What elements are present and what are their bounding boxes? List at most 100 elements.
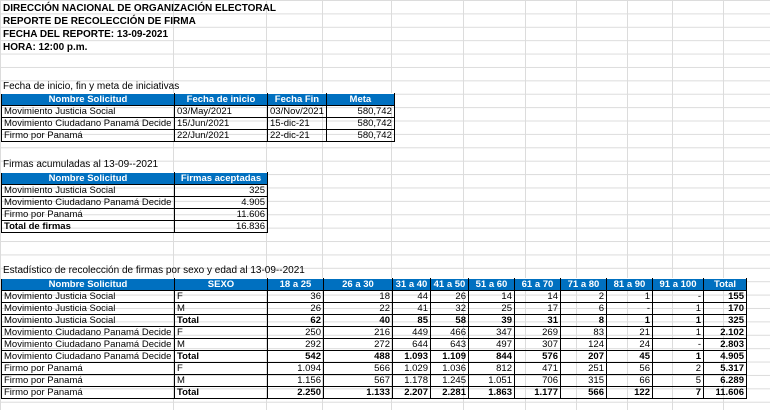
- table-cell[interactable]: 155: [703, 290, 747, 303]
- table-cell[interactable]: Total: [174, 314, 268, 327]
- table-cell[interactable]: 1.036: [430, 362, 469, 375]
- table-cell[interactable]: 62: [267, 314, 324, 327]
- table-cell[interactable]: 11.606: [174, 208, 268, 221]
- table-cell[interactable]: 1.863: [468, 386, 515, 399]
- table-cell[interactable]: 347: [468, 326, 515, 339]
- table-cell[interactable]: 292: [267, 338, 324, 351]
- table-cell[interactable]: 24: [606, 338, 653, 351]
- table-cell[interactable]: 466: [430, 326, 469, 339]
- table-cell[interactable]: 40: [323, 314, 393, 327]
- table-cell[interactable]: 11.606: [703, 386, 747, 399]
- table-cell[interactable]: 5: [652, 374, 704, 387]
- table-cell[interactable]: 1.156: [267, 374, 324, 387]
- table-cell[interactable]: 39: [468, 314, 515, 327]
- table-cell[interactable]: 2.281: [430, 386, 469, 399]
- table-cell[interactable]: Movimiento Ciudadano Panamá Decide: [1, 350, 175, 363]
- table-cell[interactable]: 566: [323, 362, 393, 375]
- table-cell[interactable]: 566: [560, 386, 607, 399]
- table-cell[interactable]: 1: [606, 314, 653, 327]
- table-cell[interactable]: F: [174, 326, 268, 339]
- table-cell[interactable]: 15-dic-21: [267, 117, 327, 130]
- table-cell[interactable]: Movimiento Justicia Social: [1, 105, 175, 118]
- table-cell[interactable]: 580,742: [325, 105, 395, 118]
- table-cell[interactable]: M: [174, 302, 268, 315]
- table-cell[interactable]: 315: [560, 374, 607, 387]
- table-cell[interactable]: 6.289: [703, 374, 747, 387]
- table-cell[interactable]: 644: [392, 338, 431, 351]
- table-cell[interactable]: Movimiento Justicia Social: [1, 290, 175, 303]
- table-cell[interactable]: 4.905: [174, 196, 268, 209]
- table-cell[interactable]: Total: [174, 386, 268, 399]
- table-cell[interactable]: 2: [560, 290, 607, 303]
- table-cell[interactable]: 170: [703, 302, 747, 315]
- table-cell[interactable]: 16.836: [174, 220, 268, 233]
- table-cell[interactable]: 1.109: [430, 350, 469, 363]
- table-cell[interactable]: 18: [323, 290, 393, 303]
- table-cell[interactable]: 5.317: [703, 362, 747, 375]
- table-cell[interactable]: 1.094: [267, 362, 324, 375]
- table-cell[interactable]: 1.177: [514, 386, 561, 399]
- table-cell[interactable]: M: [174, 338, 268, 351]
- table-cell[interactable]: 1: [652, 326, 704, 339]
- table-cell[interactable]: Movimiento Ciudadano Panamá Decide: [1, 338, 175, 351]
- table-cell[interactable]: 580,742: [325, 129, 395, 142]
- table-cell[interactable]: 1.051: [468, 374, 515, 387]
- table-cell[interactable]: Firmo por Panamá: [1, 374, 175, 387]
- table-cell[interactable]: 8: [560, 314, 607, 327]
- table-cell[interactable]: 31: [514, 314, 561, 327]
- table-cell[interactable]: Movimiento Ciudadano Panamá Decide: [1, 196, 175, 209]
- table-cell[interactable]: -: [606, 302, 653, 315]
- table-cell[interactable]: 58: [430, 314, 469, 327]
- table-cell[interactable]: Total: [174, 350, 268, 363]
- table-cell[interactable]: 2: [652, 362, 704, 375]
- table-cell[interactable]: 4.905: [703, 350, 747, 363]
- table-cell[interactable]: 207: [560, 350, 607, 363]
- table-cell[interactable]: Movimiento Ciudadano Panamá Decide: [1, 326, 175, 339]
- table-cell[interactable]: 1: [606, 290, 653, 303]
- table-cell[interactable]: 1.133: [323, 386, 393, 399]
- table-cell[interactable]: 66: [606, 374, 653, 387]
- table-cell[interactable]: 36: [267, 290, 324, 303]
- table-cell[interactable]: 45: [606, 350, 653, 363]
- table-cell[interactable]: 122: [606, 386, 653, 399]
- table-cell[interactable]: Movimiento Ciudadano Panamá Decide: [1, 117, 175, 130]
- table-cell[interactable]: 1: [652, 302, 704, 315]
- table-cell[interactable]: M: [174, 374, 268, 387]
- table-cell[interactable]: 41: [392, 302, 431, 315]
- table-cell[interactable]: Firmo por Panamá: [1, 129, 175, 142]
- table-cell[interactable]: 56: [606, 362, 653, 375]
- table-cell[interactable]: Firmo por Panamá: [1, 386, 175, 399]
- table-cell[interactable]: Firmo por Panamá: [1, 362, 175, 375]
- table-cell[interactable]: 26: [430, 290, 469, 303]
- table-cell[interactable]: -: [652, 290, 704, 303]
- table-cell[interactable]: 22-dic-21: [267, 129, 327, 142]
- table-cell[interactable]: 1: [652, 350, 704, 363]
- table-cell[interactable]: 471: [514, 362, 561, 375]
- table-cell[interactable]: 706: [514, 374, 561, 387]
- table-cell[interactable]: 2.803: [703, 338, 747, 351]
- table-cell[interactable]: 844: [468, 350, 515, 363]
- table-cell[interactable]: 124: [560, 338, 607, 351]
- table-cell[interactable]: 542: [267, 350, 324, 363]
- table-cell[interactable]: F: [174, 290, 268, 303]
- table-cell[interactable]: 325: [703, 314, 747, 327]
- table-cell[interactable]: 643: [430, 338, 469, 351]
- table-cell[interactable]: Total de firmas: [1, 220, 175, 233]
- table-cell[interactable]: 44: [392, 290, 431, 303]
- table-cell[interactable]: 488: [323, 350, 393, 363]
- table-cell[interactable]: 497: [468, 338, 515, 351]
- table-cell[interactable]: 449: [392, 326, 431, 339]
- table-cell[interactable]: 22/Jun/2021: [174, 129, 268, 142]
- table-cell[interactable]: 21: [606, 326, 653, 339]
- table-cell[interactable]: 1.245: [430, 374, 469, 387]
- table-cell[interactable]: 1.093: [392, 350, 431, 363]
- table-cell[interactable]: 2.102: [703, 326, 747, 339]
- table-cell[interactable]: 32: [430, 302, 469, 315]
- table-cell[interactable]: 325: [174, 184, 268, 197]
- table-cell[interactable]: 25: [468, 302, 515, 315]
- table-cell[interactable]: 2.250: [267, 386, 324, 399]
- table-cell[interactable]: -: [652, 338, 704, 351]
- table-cell[interactable]: 580,742: [325, 117, 395, 130]
- table-cell[interactable]: 216: [323, 326, 393, 339]
- table-cell[interactable]: 15/Jun/2021: [174, 117, 268, 130]
